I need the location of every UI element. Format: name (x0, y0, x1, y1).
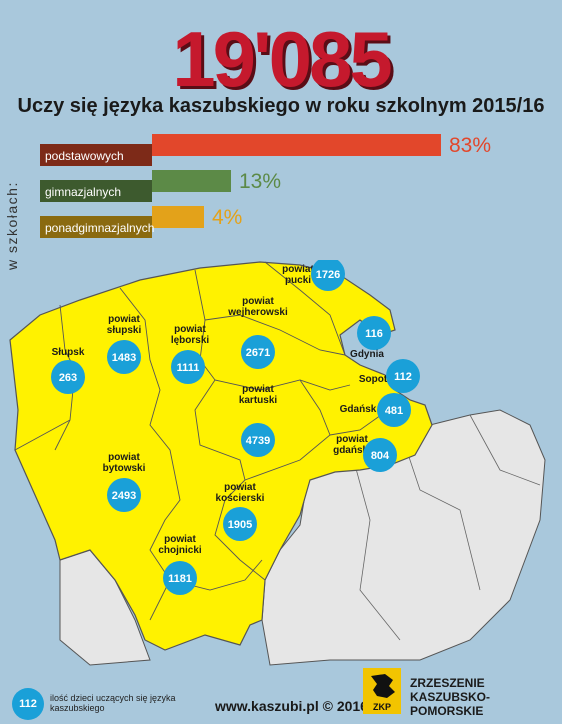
value-circle-slupski (107, 340, 141, 374)
value-circle-chojnicki (163, 561, 197, 595)
map-label-koscierski: powiat kościerski (216, 482, 265, 504)
value-label-kartuski: 4739 (246, 435, 270, 447)
griffin-icon: ZKP (363, 668, 401, 714)
value-circle-leborski (171, 350, 205, 384)
value-label-slupsk: 263 (59, 372, 77, 384)
value-circle-gdanski (363, 438, 397, 472)
bar-category-label: gimnazjalnych (45, 185, 121, 199)
organization-name-line2: KASZUBSKO-POMORSKIE (410, 690, 490, 718)
value-label-wejherowski: 2671 (246, 347, 270, 359)
value-circle-kartuski (241, 423, 275, 457)
value-label-gdynia: 116 (365, 328, 383, 340)
district-borders (14, 261, 396, 621)
pomerania-map: Słupsk powiat słupski powiat lęborski powiat w… (9, 260, 546, 666)
value-label-sopot: 112 (394, 371, 412, 383)
zkp-logo-text: ZKP (373, 702, 391, 712)
map-label-gdansk: Gdańsk (340, 404, 377, 415)
bar-value-label: 4% (212, 206, 242, 229)
chart-subtitle: Uczy się języka kaszubskiego w roku szko… (17, 95, 545, 117)
value-label-slupski: 1483 (112, 352, 136, 364)
legend-text: ilość dzieci uczących się języka kaszubs… (50, 693, 176, 713)
map-label-chojnicki: powiat chojnicki (158, 534, 202, 556)
organization-name: ZRZESZENIE KASZUBSKO-POMORSKIE (410, 676, 562, 718)
value-label-gdanski: 804 (371, 450, 390, 462)
value-label-leborski: 1111 (177, 362, 200, 374)
bar-ponadgimnazjalnych (152, 206, 204, 228)
neighbouring-borders (354, 414, 541, 641)
value-label-chojnicki: 1181 (168, 573, 192, 585)
map-label-gdynia: Gdynia (350, 349, 384, 360)
map-label-slupski: powiat słupski (107, 314, 142, 336)
bar-category-label: ponadgimnazjalnych (45, 221, 154, 235)
zkp-logo: ZKP (363, 668, 401, 714)
value-label-pucki: 1726 (316, 269, 340, 281)
bar-value-label: 13% (239, 170, 281, 193)
value-label-gdansk: 481 (385, 405, 403, 417)
footer-url[interactable]: www.kaszubi.pl © 2016 (215, 698, 368, 714)
school-type-bar-chart: podstawowych 83% gimnazjalnych 13% ponadgimn… (40, 134, 491, 238)
value-label-koscierski: 1905 (228, 519, 252, 531)
map-label-gdanski: powiat gdański (333, 434, 371, 456)
value-circle-koscierski (223, 507, 257, 541)
value-label-bytowski: 2493 (112, 490, 136, 502)
map-label-wejherowski: powiat wejherowski (227, 296, 288, 318)
value-circle-slupsk (51, 360, 85, 394)
map-label-pucki: powiat pucki (282, 264, 314, 286)
value-circle-gdynia (357, 316, 391, 350)
value-circle-sopot (386, 359, 420, 393)
map-label-slupsk: Słupsk (52, 347, 85, 358)
bar-gimnazjalnych (152, 170, 231, 192)
organization-name-line1: ZRZESZENIE (410, 676, 485, 690)
headline-total: 19'085 (172, 15, 392, 103)
bar-label-bg (40, 216, 152, 238)
value-circle-gdansk (377, 393, 411, 427)
bar-podstawowych (152, 134, 441, 156)
map-label-sopot: Sopot (359, 374, 388, 385)
value-circle-wejherowski (241, 335, 275, 369)
map-regions (9, 261, 546, 666)
bar-label-bg (40, 180, 152, 202)
map-label-bytowski: powiat bytowski (103, 452, 146, 474)
value-circle-bytowski (107, 478, 141, 512)
bar-value-label: 83% (449, 134, 491, 157)
legend-sample-circle: 112 (12, 688, 44, 720)
bar-category-label: podstawowych (45, 149, 124, 163)
value-circle-pucki (311, 260, 345, 291)
bar-label-bg (40, 144, 152, 166)
map-label-kartuski: powiat kartuski (239, 384, 278, 406)
map-label-leborski: powiat lęborski (171, 324, 210, 346)
